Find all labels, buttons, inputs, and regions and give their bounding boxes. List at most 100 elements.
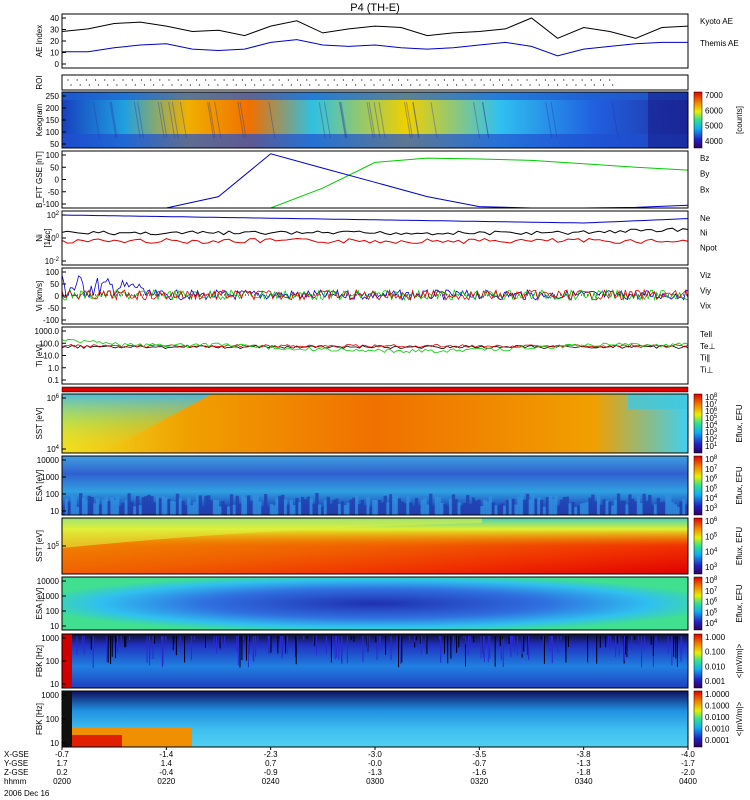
keogram-streak (323, 101, 331, 139)
esa-e-noise-col (380, 502, 385, 515)
esa-e-noise-col (349, 499, 353, 515)
roi-dot (104, 79, 106, 81)
density-legend-item: Ne (700, 214, 711, 223)
density-series-npot (61, 214, 689, 224)
ae-ytick-label: 30 (50, 26, 59, 35)
keogram-top-band (62, 92, 688, 100)
roi-dot (538, 84, 540, 86)
esa_i-colorbar-tick: 107 (705, 587, 718, 596)
roi-dot (214, 79, 216, 81)
esa-e-noise-col (303, 499, 308, 515)
esa-e-noise-col (229, 494, 234, 515)
keogram-colorbar-label: [counts] (735, 106, 744, 134)
esa-e-noise-col (201, 506, 205, 515)
temperature-series-teperp (61, 343, 689, 348)
esa-e-noise-col (522, 499, 527, 515)
esa_i-colorbar-tick: 105 (705, 608, 718, 617)
density-ytick-label: 102 (47, 211, 60, 220)
esa-e-noise-col (118, 506, 123, 515)
roi-dot (177, 79, 179, 81)
panel-ae: 40 30 20 10 0 AE Index Kyoto AE Themis AE (35, 13, 739, 69)
roi-dot (94, 79, 97, 81)
esa-e-noise-col (636, 495, 641, 515)
roi-dot (278, 79, 280, 81)
roi-dot (67, 79, 69, 81)
esa-e-noise-col (269, 504, 274, 515)
esa-e-noise-col (246, 495, 251, 515)
roi-dot (557, 84, 559, 86)
bfit-ytick-label: -100 (43, 200, 60, 209)
roi-dot (180, 84, 182, 86)
x-row-label: Y-GSE (4, 759, 28, 768)
esa-e-noise-col (278, 495, 282, 515)
x-tick-label: 0200 (53, 777, 71, 786)
fbk_e-ytick-label: 10 (50, 680, 59, 689)
roi-dot (186, 79, 188, 81)
esa-e-noise-col (500, 503, 504, 515)
ae-ytick-label: 0 (55, 60, 60, 69)
roi-dot (508, 79, 510, 81)
esa-e-noise-col (275, 498, 279, 515)
esa-e-noise-col (326, 496, 330, 515)
x-tick-label: -1.3 (368, 768, 382, 777)
esa-e-noise-col (679, 501, 683, 515)
x-tick-label: -3.8 (577, 750, 591, 759)
roi-dot (526, 79, 528, 81)
esa-e-noise-col (400, 501, 404, 515)
esa-e-noise-col (392, 493, 396, 515)
sst_i-colorbar-tick: 104 (705, 548, 718, 557)
esa-e-noise-col (87, 495, 91, 515)
esa-e-noise-col (665, 493, 669, 515)
panel-temperature-frame (61, 326, 689, 385)
keogram-streak (171, 101, 179, 139)
esa-e-noise-col (306, 496, 311, 515)
roi-dot (584, 84, 586, 86)
roi-dot (217, 84, 219, 86)
roi-dot (159, 79, 161, 81)
esa-e-noise-col (668, 495, 672, 515)
esa-e-noise-col (437, 496, 441, 515)
density-series-ne (61, 237, 689, 245)
roi-dot (116, 84, 118, 86)
esa-e-noise-col (463, 502, 467, 515)
fbk_b-ylabel: FBK [Hz] (35, 703, 44, 735)
esa-e-noise-col (417, 504, 422, 515)
esa-e-noise-col (227, 506, 231, 515)
sst_e-colorbar-tick: 105 (705, 414, 718, 423)
esa-e-noise-col (298, 502, 302, 515)
velocity-ytick-label: -100 (43, 316, 60, 325)
keogram-streak (378, 101, 386, 139)
esa-e-noise-col (582, 502, 587, 515)
esa-e-noise-col (631, 498, 635, 515)
x-tick-label: 0240 (262, 777, 280, 786)
roi-dot (434, 79, 436, 81)
esa_i-colorbar-label: Eflux, EFU (735, 584, 744, 622)
roi-dot (407, 79, 409, 81)
fbk_e-colorbar-tick: 1.000 (705, 633, 726, 642)
keogram-colorbar-tick: 4000 (705, 137, 723, 146)
fbk_b-ytick-label: 1000 (41, 691, 59, 700)
esa_i-colorbar (693, 576, 703, 631)
esa-e-noise-col (468, 503, 473, 515)
sst_i-colorbar-tick: 106 (705, 517, 718, 526)
fbk-b-leftedge (62, 691, 72, 747)
roi-dot (572, 79, 574, 81)
roi-dot (480, 79, 482, 81)
temperature-series-tell (61, 345, 689, 349)
x-tick-label: 0.7 (265, 759, 277, 768)
panel-temperature: 1000.0 100.0 10.0 1.0 0.1 Ti [eV] Tell Te⊥ Ti∥ Ti… (35, 326, 715, 385)
velocity-ytick-label: 50 (50, 280, 59, 289)
esa-e-noise-col (554, 493, 558, 515)
esa-e-noise-col (352, 497, 356, 515)
roi-dot (581, 79, 583, 81)
esa-e-noise-col (218, 506, 222, 515)
panel-roi: ROI (35, 74, 689, 91)
esa-e-noise-col (104, 496, 109, 515)
roi-dot (327, 84, 329, 86)
roi-dot (189, 84, 191, 86)
esa-e-noise-col (466, 495, 470, 515)
esa-e-noise-col (138, 505, 143, 515)
keogram-streak (133, 101, 141, 139)
